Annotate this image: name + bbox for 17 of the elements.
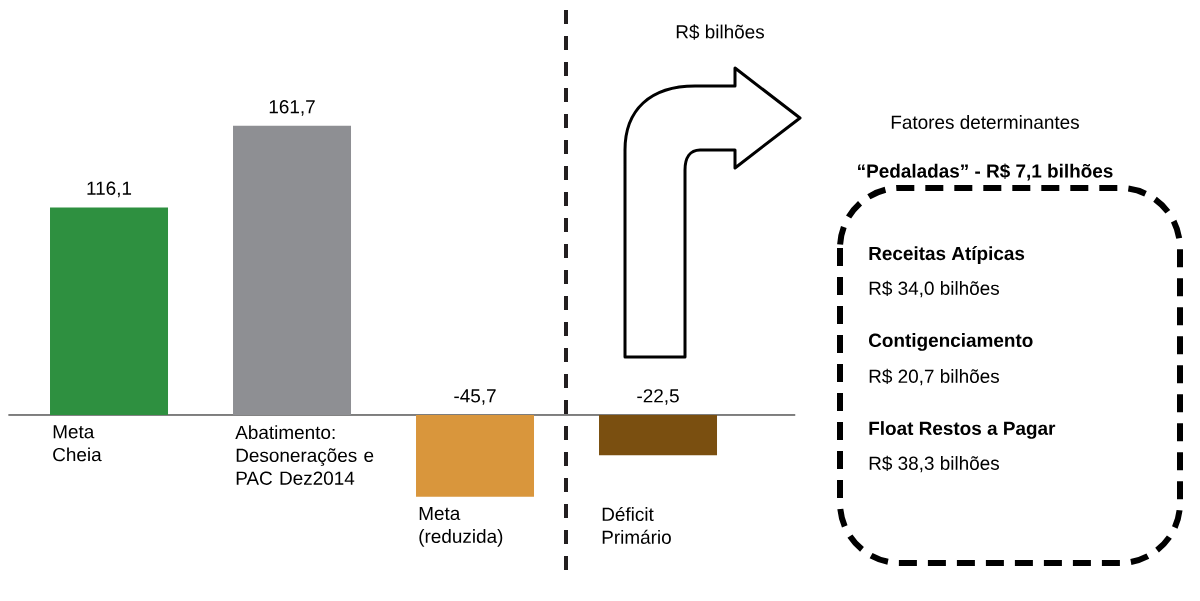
- x-tick-label: Meta Cheia: [53, 425, 102, 462]
- text: R$ 34,0 bilhões: [869, 280, 1000, 298]
- text: R$ 20,7 bilhões: [869, 368, 1000, 386]
- x-tick-label: Déficit Primário: [602, 506, 671, 544]
- data-label: 161,7: [269, 100, 315, 116]
- x-tick-label: Abatimento: Desonerações e PAC Dez2014: [235, 425, 374, 485]
- data-label: -45,7: [454, 389, 496, 405]
- x-tick-label: Meta (reduzida): [419, 506, 503, 547]
- text: Contigenciamento: [868, 333, 1033, 351]
- text: Fatores determinantes: [891, 115, 1079, 129]
- text: R$ 38,3 bilhões: [869, 455, 1000, 473]
- text: “Pedaladas” - R$ 7,1 bilhões: [858, 163, 1113, 181]
- text: Float Restos a Pagar: [869, 421, 1056, 439]
- text: R$ bilhões: [676, 24, 764, 40]
- data-label: 116,1: [87, 181, 132, 198]
- data-label: -22,5: [637, 389, 679, 405]
- text: Receitas Atípicas: [869, 246, 1025, 264]
